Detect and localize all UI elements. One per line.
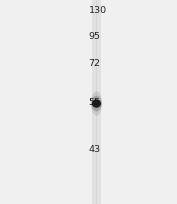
Text: 72: 72 (88, 59, 101, 68)
Ellipse shape (92, 100, 101, 108)
Ellipse shape (91, 96, 102, 112)
Ellipse shape (91, 92, 102, 116)
Text: 55: 55 (88, 98, 101, 106)
Text: 95: 95 (88, 32, 101, 41)
Bar (92, 0, 101, 204)
Text: 130: 130 (88, 6, 107, 15)
Text: 43: 43 (88, 144, 101, 153)
